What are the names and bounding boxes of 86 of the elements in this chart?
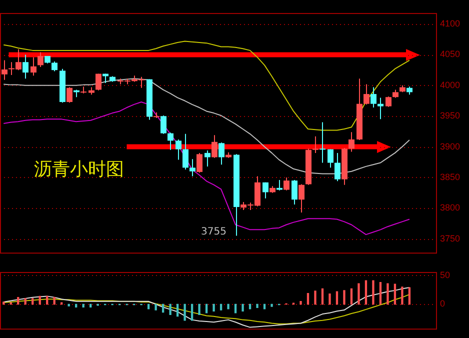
- candlestick: [364, 84, 370, 105]
- bar: [24, 298, 26, 305]
- bar: [358, 283, 360, 305]
- candlestick: [328, 148, 334, 168]
- bar: [75, 304, 78, 308]
- y-tick-label: 0: [440, 298, 446, 309]
- bar: [2, 302, 5, 305]
- candlestick: [312, 136, 318, 154]
- candlestick: [386, 96, 392, 108]
- bar: [336, 291, 338, 305]
- bar: [379, 282, 382, 305]
- y-tick-label: 3850: [440, 172, 460, 182]
- annotation: 3755: [201, 226, 226, 238]
- candlestick: [96, 73, 102, 91]
- bar: [176, 304, 179, 317]
- bar: [227, 304, 230, 310]
- bar: [17, 297, 20, 305]
- bar: [314, 290, 316, 305]
- candlestick: [334, 152, 340, 182]
- y-tick-label: 4000: [440, 80, 460, 90]
- y-tick-label: 3950: [440, 110, 460, 121]
- candlestick: [378, 97, 384, 120]
- bar: [10, 302, 12, 305]
- candlestick: [30, 56, 36, 76]
- bar: [212, 304, 215, 312]
- bar: [350, 288, 353, 305]
- candlestick: [212, 134, 218, 158]
- bar: [364, 280, 368, 305]
- bar: [190, 304, 194, 321]
- y-tick-label: 50: [440, 270, 450, 280]
- candlestick: [284, 176, 290, 191]
- candlestick: [348, 132, 354, 152]
- candlestick: [66, 86, 72, 104]
- bar: [242, 304, 244, 312]
- y-tick-label: 3800: [440, 202, 460, 213]
- bar: [32, 298, 34, 305]
- y-tick-label: 3900: [440, 141, 460, 152]
- bar: [401, 286, 404, 305]
- candlestick: [38, 52, 44, 68]
- bar: [270, 304, 273, 307]
- bar: [154, 304, 157, 310]
- candlestick: [176, 138, 182, 160]
- candlestick: [204, 150, 210, 167]
- bar: [90, 304, 92, 308]
- bar: [198, 304, 200, 315]
- candlestick: [22, 54, 28, 80]
- y-tick-label: 4100: [440, 18, 460, 29]
- bar: [408, 287, 411, 305]
- y-tick-label: 4050: [440, 49, 460, 60]
- bar: [372, 280, 374, 305]
- bar: [300, 301, 302, 305]
- bar: [169, 304, 172, 315]
- bar: [82, 304, 84, 308]
- candlestick: [168, 132, 174, 150]
- candlestick: [370, 86, 376, 108]
- candlestick: [262, 182, 268, 199]
- bar: [306, 292, 310, 305]
- candlestick: [298, 184, 304, 213]
- candlestick: [320, 122, 326, 164]
- bar: [328, 294, 331, 305]
- bar: [46, 296, 48, 305]
- bar: [53, 297, 56, 305]
- bar: [234, 304, 237, 314]
- bar: [386, 283, 389, 305]
- y-tick-label: 3750: [440, 233, 460, 244]
- candlestick: [160, 115, 166, 134]
- text: 沥青小时图: [34, 158, 124, 181]
- candlestick: [190, 158, 196, 177]
- candlestick: [292, 179, 298, 205]
- candlestick: [182, 133, 188, 170]
- bar: [394, 284, 396, 305]
- candlestick: [276, 179, 282, 191]
- bar: [162, 304, 164, 313]
- candlestick: [218, 142, 224, 166]
- bar: [256, 304, 258, 308]
- bar: [321, 288, 324, 305]
- candlestick: [2, 60, 8, 80]
- bar: [38, 296, 41, 305]
- bar: [184, 304, 186, 321]
- bar: [343, 290, 346, 305]
- candlestick: [196, 152, 202, 174]
- bar: [60, 302, 63, 305]
- bar: [220, 304, 222, 310]
- bar: [68, 304, 70, 306]
- candlestick: [52, 60, 58, 72]
- bar: [205, 304, 208, 314]
